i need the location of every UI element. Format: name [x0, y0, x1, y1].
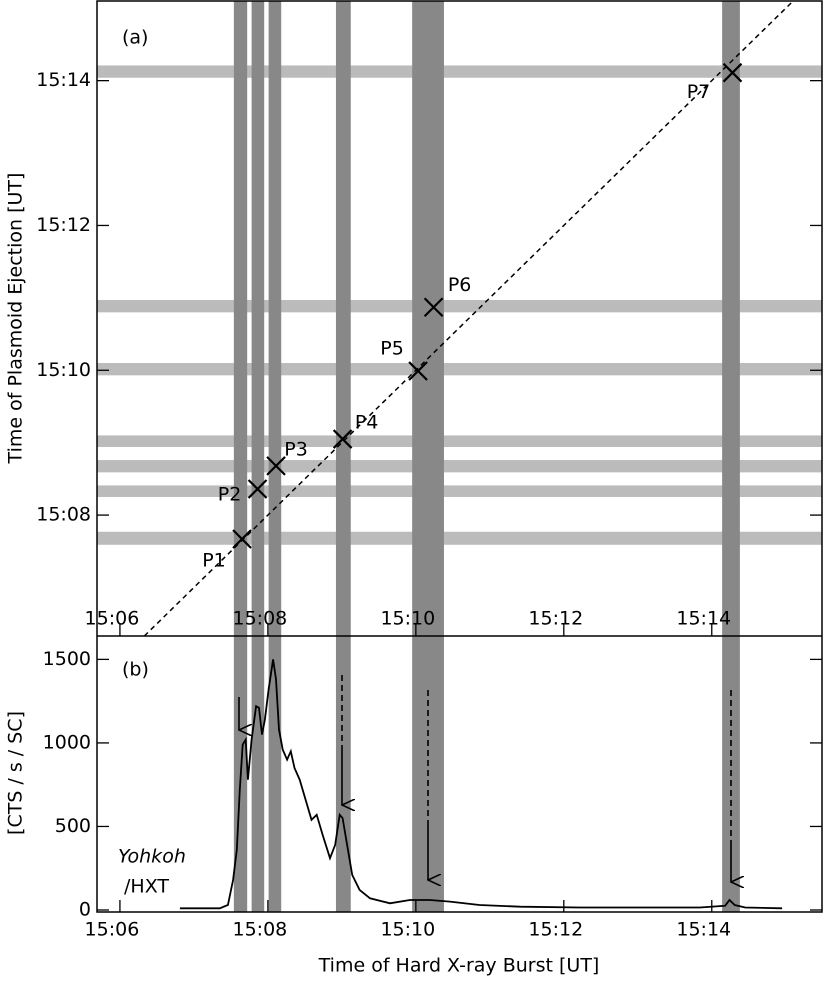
frame	[96, 0, 823, 913]
diagonal-reference	[143, 1, 794, 636]
x-tick-label: 15:06	[85, 919, 140, 941]
hxr-band	[233, 1, 248, 636]
point-label: P6	[448, 274, 472, 296]
point	[247, 479, 268, 499]
y-tick-label: 0	[79, 898, 91, 920]
panel-b	[179, 636, 783, 912]
hxr-band	[335, 1, 351, 636]
overlay: 15:08 15:10 15:12 15:14 15:06 15:08 15:10 15:12…	[36, 62, 822, 941]
x-tick-label: 15:10	[380, 608, 435, 630]
point-label: P5	[380, 337, 404, 359]
hxr-band	[722, 1, 740, 636]
ejection-band	[97, 485, 822, 497]
point	[722, 62, 743, 83]
ejection-band	[97, 300, 822, 313]
y-tick-label: 1500	[43, 648, 91, 670]
x-axis-title: Time of Hard X-ray Burst [UT]	[318, 955, 600, 977]
ejection-band	[97, 460, 822, 473]
hxr-band	[251, 636, 265, 912]
point-label: P4	[355, 412, 379, 434]
hxr-band	[268, 1, 282, 636]
hxr-band	[251, 1, 265, 636]
panel-a	[97, 1, 822, 636]
hxr-band	[335, 636, 351, 912]
panel-label: (a)	[122, 27, 148, 49]
x-tick-label: 15:10	[380, 919, 435, 941]
panel-label: (b)	[122, 659, 149, 681]
x-tick-label: 15:12	[528, 608, 583, 630]
point-label: P2	[218, 484, 242, 506]
y-axis-title: Time of Plasmoid Ejection [UT]	[5, 173, 27, 465]
y-tick-label: 15:10	[36, 359, 91, 381]
ejection-band	[97, 531, 822, 545]
y-axis-title: [CTS / s / SC]	[5, 711, 27, 835]
x-tick-label: 15:08	[233, 919, 288, 941]
point	[232, 529, 252, 549]
y-tick-label: 15:12	[36, 214, 91, 236]
ejection-band	[97, 435, 822, 448]
y-tick-label: 500	[55, 815, 91, 837]
y-tick-label: 15:08	[36, 504, 91, 526]
arrows	[239, 675, 731, 882]
point	[332, 429, 353, 449]
point	[266, 456, 286, 476]
x-tick-label: 15:14	[676, 608, 731, 630]
point	[423, 297, 444, 318]
x-tick-label: 15:08	[233, 608, 288, 630]
x-tick-label: 15:12	[528, 919, 583, 941]
point	[408, 361, 428, 381]
ejection-band	[97, 363, 822, 376]
y-tick-label: 15:14	[36, 69, 91, 91]
light-curve	[179, 659, 783, 910]
source-label: /HXT	[124, 876, 169, 898]
ejection-band	[97, 65, 822, 78]
point-label: P3	[284, 438, 308, 460]
point-label: P1	[202, 549, 226, 571]
y-tick-label: 1000	[43, 731, 91, 753]
hxr-band	[412, 1, 444, 636]
point-label: P7	[687, 81, 711, 103]
x-tick-label: 15:14	[676, 919, 731, 941]
source-label: Yohkoh	[118, 846, 186, 868]
x-tick-label: 15:06	[85, 608, 140, 630]
